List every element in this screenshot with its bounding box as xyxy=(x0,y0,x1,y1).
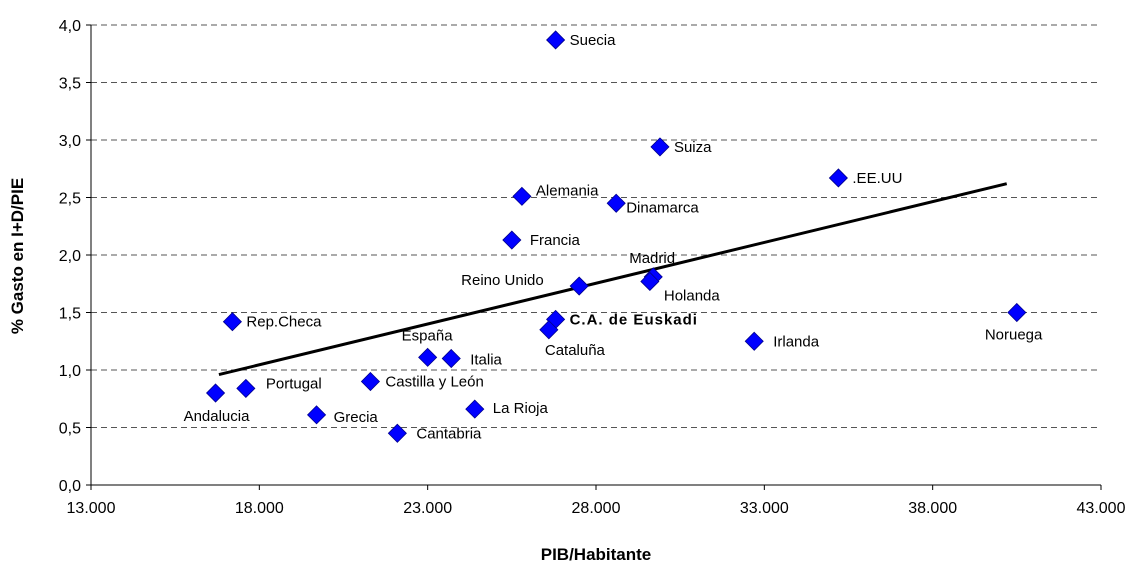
data-label: Rep.Checa xyxy=(246,314,322,331)
data-label: Dinamarca xyxy=(626,199,699,216)
y-tick-label: 3,5 xyxy=(59,76,81,93)
data-label: Italia xyxy=(470,352,502,369)
x-tick-label: 28.000 xyxy=(572,500,621,517)
data-point xyxy=(465,399,485,419)
data-point xyxy=(828,168,848,188)
data-label: C.A. de Euskadi xyxy=(570,311,698,328)
data-point xyxy=(418,347,438,367)
y-tick-label: 0,5 xyxy=(59,421,81,438)
data-label: Cantabria xyxy=(416,425,482,442)
data-label: Holanda xyxy=(664,287,721,304)
data-point xyxy=(744,331,764,351)
data-label: Irlanda xyxy=(773,333,820,350)
x-tick-label: 33.000 xyxy=(740,500,789,517)
data-point xyxy=(606,193,626,213)
y-tick-label: 4,0 xyxy=(59,18,81,35)
data-label: Portugal xyxy=(266,375,322,392)
data-point xyxy=(1007,302,1027,323)
y-tick-label: 2,5 xyxy=(59,191,81,208)
y-axis-title: % Gasto en I+D/PIE xyxy=(8,178,27,334)
data-point xyxy=(236,378,256,398)
data-point xyxy=(502,230,522,250)
gridlines xyxy=(91,24,1101,428)
data-point xyxy=(307,405,327,425)
x-tick-label: 23.000 xyxy=(403,500,452,517)
data-point xyxy=(569,276,589,296)
data-point xyxy=(360,371,380,392)
trendline-group xyxy=(218,182,1008,377)
data-label: Suiza xyxy=(674,139,712,156)
data-label: Suecia xyxy=(570,32,617,49)
y-tick-label: 0,0 xyxy=(59,478,81,495)
data-point xyxy=(512,186,532,206)
x-tick-label: 13.000 xyxy=(67,500,116,517)
y-tick-label: 1,5 xyxy=(59,306,81,323)
data-label: España xyxy=(402,327,454,344)
y-tick-label: 2,0 xyxy=(59,248,81,265)
data-point xyxy=(539,320,559,340)
data-point xyxy=(546,30,566,50)
data-point xyxy=(387,423,407,443)
data-label: Andalucia xyxy=(184,408,251,425)
data-label: Francia xyxy=(530,232,581,249)
x-tick-label: 43.000 xyxy=(1077,500,1126,517)
data-label: .EE.UU xyxy=(852,170,902,187)
data-label: Alemania xyxy=(536,182,599,199)
y-tick-label: 3,0 xyxy=(59,133,81,150)
data-label: Castilla y León xyxy=(385,374,483,391)
data-label: Madrid xyxy=(629,250,675,267)
data-points xyxy=(206,30,1027,443)
y-tick-label: 1,0 xyxy=(59,363,81,380)
data-label: Noruega xyxy=(985,327,1043,344)
axes: 0,0 0,5 1,0 1,5 2,0 2,5 3,0 3,5 4,0 13.000 18.000 2… xyxy=(59,18,1126,517)
data-point xyxy=(640,271,660,292)
data-label: Reino Unido xyxy=(461,272,544,289)
point-labels: Suecia Suiza .EE.UU Alemania Dinamarca Franci… xyxy=(184,32,1043,442)
x-axis-title: PIB/Habitante xyxy=(541,545,652,564)
data-label: Grecia xyxy=(334,409,379,426)
x-tick-label: 18.000 xyxy=(235,500,284,517)
x-tick-label: 38.000 xyxy=(908,500,957,517)
data-point xyxy=(222,312,242,332)
data-label: La Rioja xyxy=(493,400,549,417)
data-point xyxy=(650,137,670,157)
data-point xyxy=(441,348,461,369)
trendline xyxy=(218,182,1008,377)
data-label: Cataluña xyxy=(545,342,606,359)
data-point xyxy=(206,383,226,403)
